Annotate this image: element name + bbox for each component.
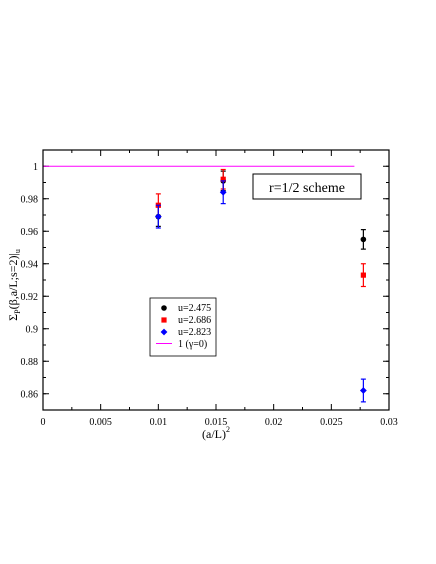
plot-frame [42, 149, 390, 411]
data-point [220, 176, 226, 182]
y-tick-label: 0.94 [21, 259, 39, 270]
x-tick-label: 0.03 [380, 417, 398, 428]
y-tick-label: 0.86 [21, 389, 39, 400]
series-u=2.823 [154, 180, 367, 403]
data-point [360, 236, 367, 243]
y-tick-label: 0.88 [21, 357, 39, 368]
x-axis-title: (a/L)2 [202, 425, 230, 441]
y-tick-label: 0.92 [21, 292, 39, 303]
y-tick-label: 0.98 [21, 194, 39, 205]
annotation-box [252, 173, 362, 200]
x-axis-title-main: (a/L) [202, 427, 226, 441]
legend-box [149, 297, 217, 357]
x-tick-label: 0.015 [205, 417, 228, 428]
legend-marker [161, 305, 167, 311]
x-tick-label: 0 [41, 417, 46, 428]
data-point [219, 188, 227, 196]
x-tick-label: 0.025 [320, 417, 343, 428]
data-point [360, 272, 366, 278]
y-axis-title-sub2: u [13, 249, 22, 253]
legend-label: 1 (γ=0) [178, 339, 207, 350]
y-axis-title-rest: (β,a/L;s=2)| [6, 253, 20, 309]
y-tick-label: 0.96 [21, 227, 39, 238]
y-tick-labels: 0.86 0.88 0.9 0.92 0.94 0.96 0.98 1 [21, 162, 39, 401]
legend-label: u=2.475 [178, 303, 211, 314]
legend-label: u=2.686 [178, 315, 211, 326]
x-tick-label: 0.02 [265, 417, 283, 428]
x-tick-label: 0.01 [150, 417, 168, 428]
x-tick-label: 0.005 [89, 417, 112, 428]
x-tick-labels: 0 0.005 0.01 0.015 0.02 0.025 0.03 [41, 417, 398, 428]
legend-marker [160, 328, 168, 336]
annotation-text: r=1/2 scheme [269, 181, 345, 196]
y-axis-title-main: Σ [6, 314, 20, 321]
y-tick-label: 0.9 [26, 324, 39, 335]
y-axis-title-sub: P [13, 309, 22, 314]
data-point [359, 387, 367, 394]
data-marks [154, 168, 367, 403]
y-axis-title: ΣP(β,a/L;s=2)|u [6, 249, 22, 321]
legend-label: u=2.823 [178, 327, 211, 338]
y-tick-label: 1 [33, 162, 38, 173]
x-axis-title-sup: 2 [226, 425, 230, 434]
data-point [154, 213, 162, 221]
legend-marker [161, 317, 167, 323]
